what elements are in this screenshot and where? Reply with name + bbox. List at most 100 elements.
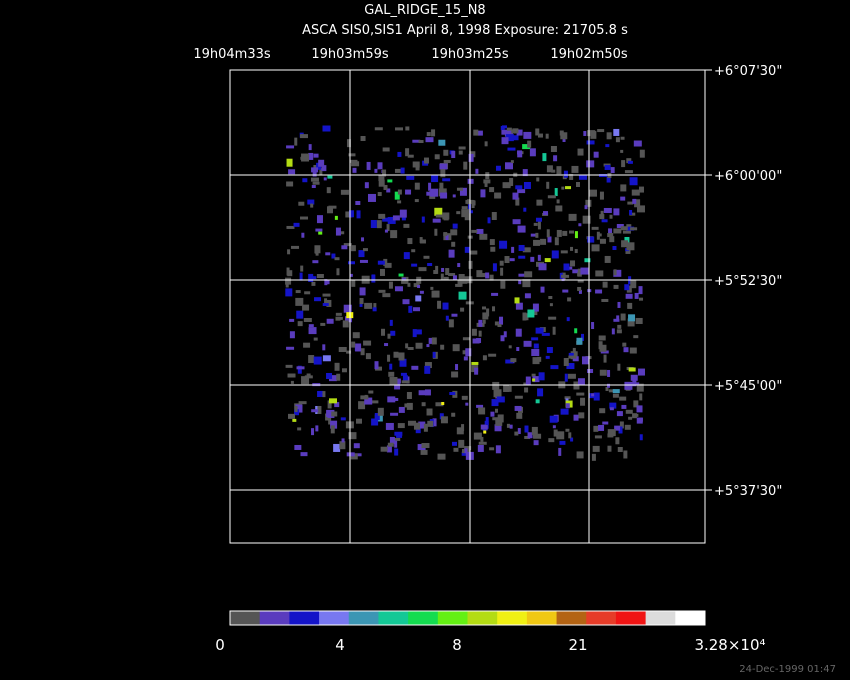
sky-pixel <box>361 237 365 242</box>
sky-pixel <box>511 246 515 253</box>
sky-pixel <box>624 170 633 174</box>
sky-pixel <box>327 400 332 409</box>
sky-pixel <box>408 305 413 313</box>
sky-pixel <box>398 273 404 277</box>
sky-pixel <box>382 217 389 222</box>
dec-label: +5°37'30" <box>714 484 782 499</box>
sky-pixel <box>292 418 297 422</box>
sky-pixel <box>540 286 545 293</box>
sky-pixel <box>451 313 458 317</box>
sky-pixel <box>300 216 309 220</box>
sky-pixel <box>510 358 517 363</box>
sky-pixel <box>608 389 615 393</box>
sky-pixel <box>577 279 584 283</box>
colorbar-swatch <box>526 611 558 625</box>
sky-pixel <box>627 201 634 205</box>
sky-pixel <box>437 300 442 309</box>
sky-pixel <box>517 189 526 194</box>
sky-pixel <box>572 356 579 362</box>
sky-pixel <box>364 397 373 405</box>
sky-pixel <box>478 319 483 327</box>
sky-pixel <box>334 402 340 408</box>
sky-pixel <box>360 135 366 141</box>
sky-pixel <box>415 329 422 335</box>
sky-pixel <box>567 373 576 379</box>
sky-pixel <box>561 274 570 278</box>
sky-pixel <box>390 412 399 416</box>
sky-pixel <box>399 358 407 367</box>
sky-pixel <box>424 362 432 369</box>
sky-pixel <box>378 179 385 187</box>
sky-pixel <box>509 258 515 262</box>
sky-pixel <box>359 298 364 305</box>
sky-pixel <box>421 402 426 407</box>
sky-pixel <box>374 413 380 421</box>
sky-pixel <box>481 273 488 278</box>
sky-pixel <box>313 153 319 158</box>
sky-pixel <box>584 205 588 210</box>
colorbar-swatch <box>378 611 409 625</box>
sky-pixel <box>461 209 470 218</box>
sky-pixel <box>325 252 331 256</box>
sky-pixel <box>431 290 440 298</box>
sky-pixel <box>607 383 611 388</box>
sky-pixel <box>326 299 332 307</box>
sky-pixel <box>514 395 523 399</box>
sky-pixel <box>536 177 540 182</box>
sky-pixel <box>617 301 621 308</box>
sky-pixel <box>443 213 449 221</box>
sky-pixel <box>448 249 455 258</box>
sky-pixel <box>523 340 532 347</box>
sky-pixel <box>492 381 500 390</box>
sky-pixel <box>631 382 640 386</box>
sky-pixel <box>382 169 387 177</box>
sky-pixel <box>391 397 399 401</box>
sky-pixel <box>341 438 345 443</box>
sky-pixel <box>634 413 639 417</box>
sky-pixel <box>574 231 578 239</box>
sky-pixel <box>289 331 295 339</box>
sky-pixel <box>434 207 443 216</box>
sky-pixel <box>609 214 613 219</box>
sky-pixel <box>411 365 419 370</box>
ra-label: 19h02m50s <box>550 47 628 62</box>
sky-pixel <box>578 289 582 294</box>
sky-pixel <box>630 374 638 381</box>
sky-pixel <box>327 409 335 418</box>
sky-pixel <box>384 343 389 347</box>
sky-pixel <box>638 286 643 295</box>
sky-pixel <box>389 436 395 444</box>
sky-pixel <box>377 260 385 265</box>
sky-pixel <box>389 377 398 386</box>
sky-pixel <box>627 318 635 327</box>
sky-pixel <box>609 407 614 411</box>
sky-pixel <box>477 444 484 452</box>
sky-pixel <box>616 223 624 228</box>
sky-pixel <box>328 398 337 404</box>
sky-pixel <box>620 149 624 153</box>
sky-pixel <box>327 175 333 179</box>
sky-pixel <box>413 422 420 430</box>
sky-pixel <box>317 405 322 414</box>
sky-pixel <box>593 151 599 158</box>
sky-pixel <box>568 432 572 439</box>
sky-pixel <box>383 258 388 266</box>
sky-pixel <box>287 249 291 255</box>
sky-pixel <box>512 128 519 134</box>
sky-pixel <box>300 156 308 160</box>
sky-pixel <box>573 414 579 421</box>
title: GAL_RIDGE_15_N8 <box>364 3 485 18</box>
sky-pixel <box>533 343 539 349</box>
sky-pixel <box>624 381 633 390</box>
sky-pixel <box>587 369 594 374</box>
sky-pixel <box>572 269 579 274</box>
sky-pixel <box>420 449 428 455</box>
sky-pixel <box>448 273 456 277</box>
sky-pixel <box>601 298 609 302</box>
sky-pixel <box>464 446 472 451</box>
sky-pixel <box>595 289 603 294</box>
sky-pixel <box>468 153 474 162</box>
sky-pixel <box>295 404 303 413</box>
sky-pixel <box>561 186 565 190</box>
